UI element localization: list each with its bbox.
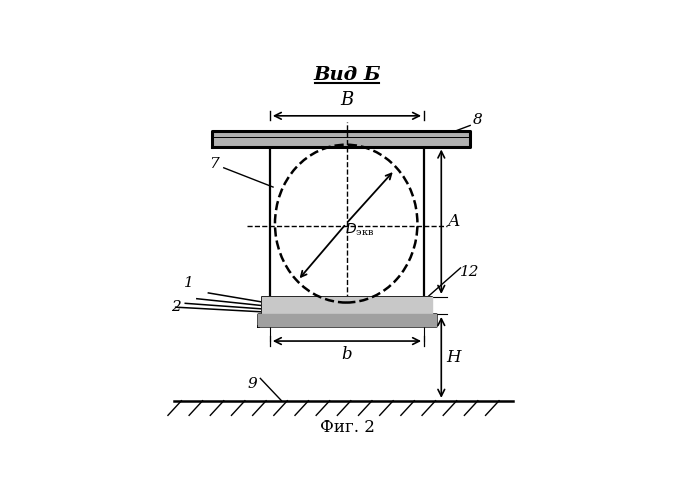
Text: 9: 9	[248, 377, 257, 391]
Text: Вид Б: Вид Б	[313, 66, 380, 84]
Text: 1: 1	[184, 276, 194, 290]
Text: Фиг. 2: Фиг. 2	[320, 419, 374, 436]
Text: 8: 8	[473, 112, 483, 126]
Text: В: В	[341, 92, 353, 110]
Text: 12: 12	[460, 265, 480, 279]
Text: Н: Н	[447, 348, 461, 366]
Text: А: А	[447, 213, 460, 230]
Text: 2: 2	[171, 300, 181, 314]
Text: $D_{\mathregular{экв}}$: $D_{\mathregular{экв}}$	[345, 222, 374, 238]
Text: 7: 7	[209, 157, 219, 171]
Text: b: b	[342, 346, 352, 363]
